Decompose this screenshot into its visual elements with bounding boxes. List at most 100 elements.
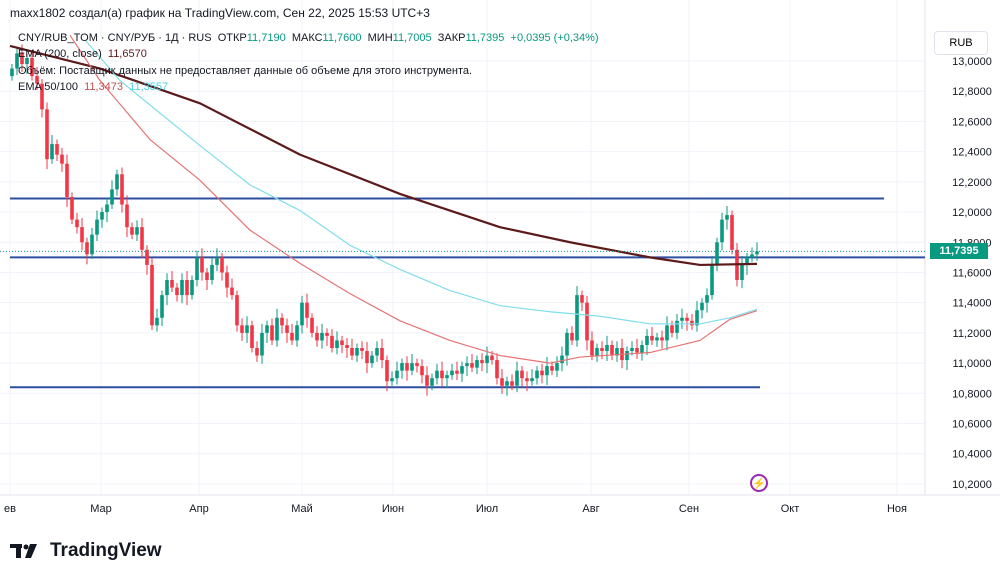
legend-ema50-100-row[interactable]: EMA 50/100 11,3473 11,3557 [18, 81, 168, 93]
candle [510, 374, 514, 391]
candle [640, 340, 644, 361]
candle-body [510, 381, 514, 386]
candle-body [120, 174, 124, 205]
candle-body [90, 234, 94, 255]
candle [275, 308, 279, 347]
candle-body [330, 335, 334, 348]
candle [265, 320, 269, 343]
candle-body [230, 287, 234, 296]
lightning-icon[interactable]: ⚡ [750, 474, 768, 492]
candle [225, 265, 229, 298]
open-value: 11,7190 [246, 32, 286, 44]
candle-body [500, 378, 504, 386]
candle [290, 323, 294, 345]
candle [170, 270, 174, 293]
x-tick-label: Июн [382, 503, 404, 515]
candle-body [540, 370, 544, 376]
candle-body [260, 332, 264, 356]
candle [645, 329, 649, 355]
candle [35, 67, 39, 91]
candle-body [140, 227, 144, 250]
candle-body [115, 174, 119, 190]
candle [715, 237, 719, 272]
candle-body [255, 347, 259, 356]
candle-body [425, 375, 429, 386]
candle-body [615, 347, 619, 356]
candle [740, 255, 744, 289]
candle [215, 248, 219, 272]
candle-body [665, 325, 669, 341]
candle-body [155, 317, 159, 326]
candle-body [170, 280, 174, 288]
candle-body [680, 317, 684, 321]
candle-body [200, 257, 204, 273]
tradingview-logo[interactable]: TradingView [10, 540, 162, 562]
candle-body [660, 337, 664, 341]
candle [390, 371, 394, 386]
candle-body [405, 363, 409, 371]
candle-body [470, 363, 474, 368]
candle-body [30, 57, 34, 77]
candle-body [595, 347, 599, 356]
candle-body [265, 325, 269, 333]
candle [725, 206, 729, 230]
candle [250, 320, 254, 353]
candle-body [190, 280, 194, 296]
candle [610, 340, 614, 361]
candle [405, 356, 409, 381]
candle [635, 338, 639, 359]
candle-body [15, 53, 19, 69]
candle [40, 79, 44, 118]
candle [520, 366, 524, 387]
candle-body [705, 295, 709, 303]
candle-body [520, 370, 524, 379]
candle [540, 363, 544, 384]
candle [205, 267, 209, 290]
legend-ema200-row[interactable]: EMA (200, close) 11,6570 [18, 48, 147, 60]
candle-body [485, 355, 489, 364]
candle [310, 313, 314, 338]
x-tick-label: Мар [90, 503, 112, 515]
candle [90, 227, 94, 259]
candle-body [585, 302, 589, 341]
candle-body [280, 317, 284, 326]
candle [550, 361, 554, 376]
candle-body [275, 317, 279, 341]
y-tick-label: 12,8000 [952, 86, 992, 98]
candle [665, 316, 669, 351]
y-tick-label: 10,2000 [952, 479, 992, 491]
symbol-name[interactable]: CNY/RUB_TOM · CNY/РУБ · 1Д · RUS [18, 32, 212, 44]
candle-body [315, 332, 319, 341]
x-tick-label: Июл [476, 503, 498, 515]
candle-body [750, 254, 754, 258]
y-tick-label: 10,6000 [952, 419, 992, 431]
candle [380, 338, 384, 369]
candle [285, 318, 289, 343]
candle [355, 343, 359, 362]
candle [305, 293, 309, 328]
change-value: +0,0395 (+0,34%) [510, 32, 599, 44]
candle-body [415, 363, 419, 367]
candle [505, 376, 509, 396]
candle-body [550, 366, 554, 371]
candle [705, 288, 709, 313]
candle-body [545, 366, 549, 376]
candle [595, 343, 599, 362]
candle [365, 341, 369, 374]
candle-body [40, 83, 44, 110]
currency-button[interactable]: RUB [934, 31, 988, 55]
candle [450, 363, 454, 380]
candle [30, 51, 34, 81]
candle-body [695, 310, 699, 326]
candle-body [305, 302, 309, 318]
candle [400, 358, 404, 379]
candle [240, 318, 244, 342]
candle-body [460, 366, 464, 374]
candle-body [180, 280, 184, 296]
candle-body [160, 295, 164, 318]
candle [45, 102, 49, 170]
candle-body [590, 340, 594, 356]
candle [395, 361, 399, 385]
candle-body [125, 204, 129, 228]
